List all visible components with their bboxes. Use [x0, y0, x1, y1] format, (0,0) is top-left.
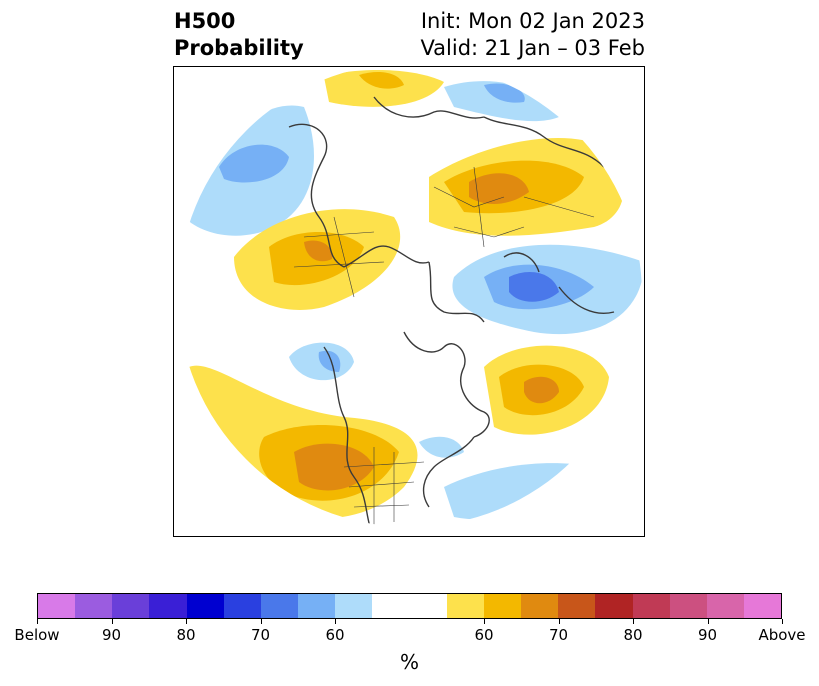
colorbar-tick-label: Above: [758, 626, 806, 644]
colorbar-tick-label: 80: [623, 626, 643, 644]
valid-dates: Valid: 21 Jan – 03 Feb: [420, 36, 645, 60]
colorbar-segment: [298, 594, 336, 618]
init-date: Init: Mon 02 Jan 2023: [420, 9, 645, 33]
colorbar-tick-label: Below: [14, 626, 60, 644]
colorbar-tick-label: 80: [176, 626, 196, 644]
colorbar-segment: [558, 594, 596, 618]
colorbar-segment: [669, 594, 707, 618]
colorbar-segment: [372, 594, 410, 618]
colorbar-segment: [409, 594, 447, 618]
below-normal-shading: [184, 81, 642, 520]
colorbar-tick-mark: [484, 619, 485, 624]
colorbar-segment: [186, 594, 224, 618]
colorbar-segment: [112, 594, 150, 618]
colorbar-segment: [743, 594, 782, 618]
colorbar-segment: [75, 594, 113, 618]
colorbar-segment: [260, 594, 299, 618]
colorbar-tick-mark: [37, 619, 38, 624]
colorbar-segment: [335, 594, 373, 618]
colorbar-unit: %: [399, 650, 419, 674]
colorbar-tick-mark: [558, 619, 560, 624]
title-line-1: H500: [174, 9, 236, 33]
colorbar-segment: [38, 594, 76, 618]
colorbar-tick-mark: [111, 619, 113, 624]
colorbar: [37, 593, 782, 619]
colorbar-tick-label: 90: [697, 626, 718, 644]
probability-map: [173, 66, 645, 537]
date-info: Init: Mon 02 Jan 2023 Valid: 21 Jan – 03…: [420, 8, 645, 62]
colorbar-segment: [632, 594, 670, 618]
colorbar-tick-labels: Below 90 80 70 60 60 70 80 90 Above: [0, 626, 819, 646]
colorbar-tick-label: 70: [250, 626, 271, 644]
colorbar-segment: [149, 594, 187, 618]
borders: [293, 166, 595, 527]
colorbar-tick-mark: [260, 619, 262, 624]
colorbar-segment: [706, 594, 744, 618]
map-svg: [184, 70, 642, 527]
colorbar-segment: [223, 594, 261, 618]
colorbar-tick-label: 60: [325, 626, 345, 644]
colorbar-tick-mark: [633, 619, 634, 624]
colorbar-tick-label: 60: [474, 626, 494, 644]
colorbar-tick-mark: [707, 619, 709, 624]
colorbar-tick-mark: [186, 619, 187, 624]
colorbar-tick-mark: [782, 619, 783, 624]
title-line-2: Probability: [174, 36, 304, 60]
colorbar-segment: [595, 594, 633, 618]
map-title: H500 Probability: [174, 8, 304, 62]
colorbar-segment: [521, 594, 559, 618]
colorbar-tick-mark: [335, 619, 336, 624]
coastlines: [288, 96, 615, 527]
colorbar-tick-label: 90: [101, 626, 122, 644]
colorbar-segment: [446, 594, 484, 618]
colorbar-tick-label: 70: [548, 626, 569, 644]
colorbar-segment: [483, 594, 522, 618]
